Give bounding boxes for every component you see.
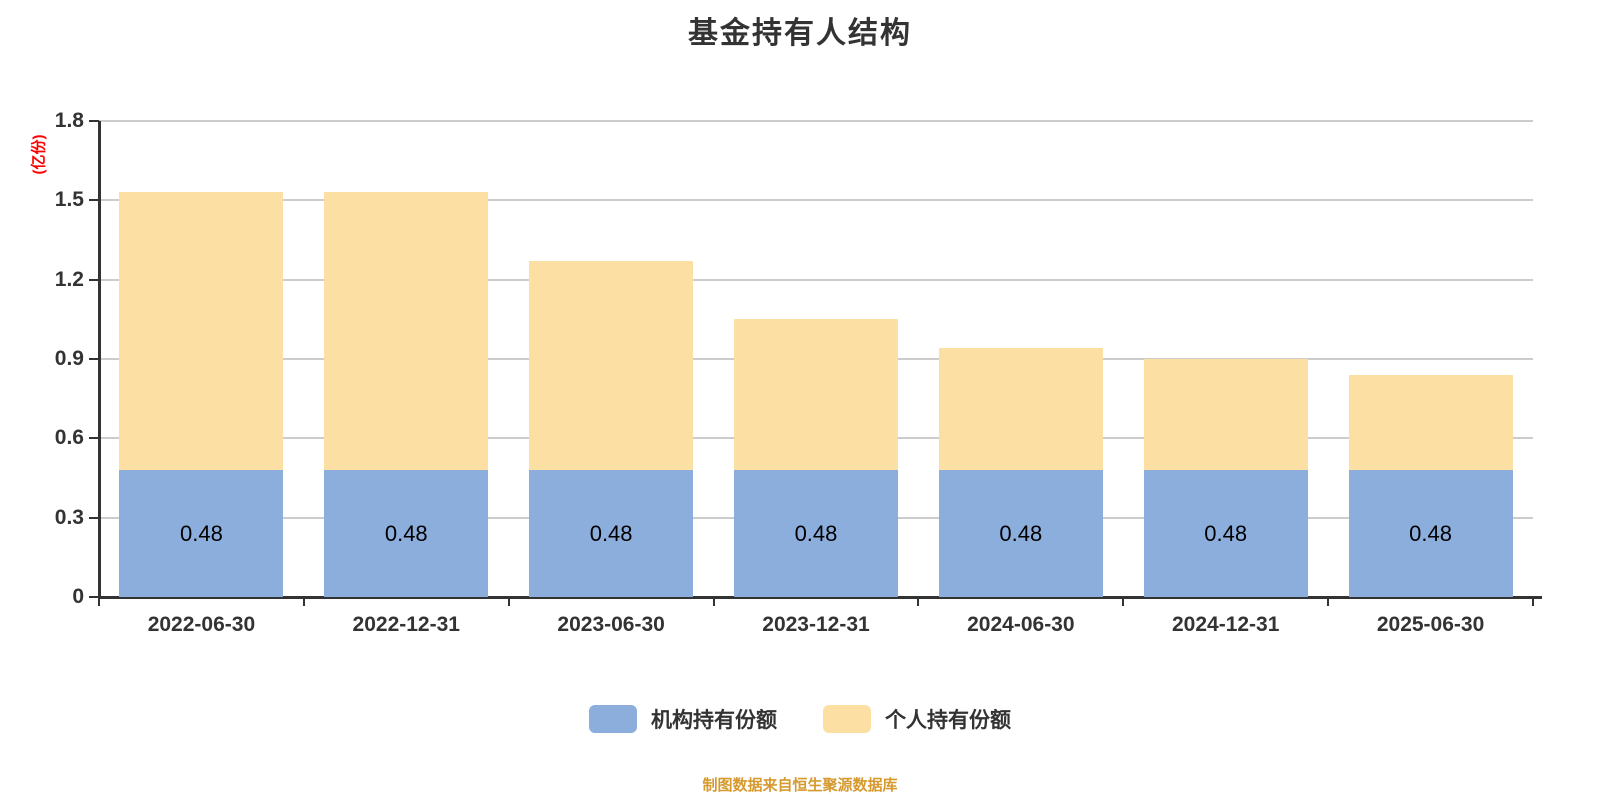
y-axis-tick-mark (89, 199, 99, 202)
y-axis-tick-label: 0.9 (54, 347, 84, 370)
bar-segment-individual (324, 192, 489, 471)
y-axis-tick-mark (89, 120, 99, 122)
y-axis-line (98, 121, 101, 597)
y-axis-tick-mark (89, 437, 99, 440)
y-axis-tick-label: 0.3 (54, 505, 84, 529)
x-axis-tick-mark (302, 597, 305, 606)
bar-segment-individual (734, 319, 898, 471)
x-axis-tick-mark (1327, 597, 1330, 606)
footer-source-note: 制图数据来自恒生聚源数据库 (702, 777, 898, 794)
y-axis-tick-mark (89, 278, 99, 281)
chart-title: 基金持有人结构 (688, 17, 912, 50)
y-axis-tick-label: 1.2 (54, 267, 84, 291)
bar-segment-institution (734, 470, 898, 597)
y-axis-tick-label: 0.6 (54, 426, 84, 450)
bar-value-label: 0.48 (180, 520, 223, 546)
x-category-label: 2025-06-30 (1376, 613, 1485, 636)
bar-value-label: 0.48 (1204, 520, 1248, 546)
y-axis-tick-mark (89, 516, 99, 519)
bar-segment-individual (1143, 359, 1308, 471)
bar-segment-institution (119, 470, 284, 597)
bar-segment-individual (1348, 374, 1513, 471)
y-axis-tick-label: 1.5 (54, 188, 84, 212)
gridline (99, 120, 1533, 122)
x-axis-tick-mark (917, 597, 920, 606)
x-axis-tick-mark (1532, 597, 1534, 606)
bar-segment-institution (938, 470, 1103, 597)
bar-value-label: 0.48 (1409, 520, 1452, 546)
bar-segment-individual (529, 261, 694, 471)
x-category-label: 2024-12-31 (1171, 613, 1280, 636)
x-axis-tick-mark (1122, 597, 1125, 606)
x-category-label: 2022-12-31 (352, 613, 460, 636)
bar-segment-institution (1143, 470, 1308, 597)
bar-value-label: 0.48 (999, 520, 1043, 546)
x-axis-tick-mark (507, 597, 510, 606)
y-axis-tick-label: 1.8 (54, 109, 84, 132)
y-axis-tick-mark (89, 596, 99, 598)
x-category-label: 2022-06-30 (147, 613, 256, 636)
bar-segment-individual (938, 348, 1103, 471)
y-axis-tick-label: 0 (72, 585, 84, 608)
bar-value-label: 0.48 (794, 520, 838, 546)
x-axis-tick-mark (98, 597, 100, 606)
bar-segment-institution (1348, 470, 1513, 597)
x-category-label: 2024-06-30 (967, 613, 1075, 636)
bar-value-label: 0.48 (384, 520, 428, 546)
gridline (99, 278, 1533, 281)
x-axis-line (98, 596, 1542, 599)
legend-label: 个人持有份额 (885, 709, 1011, 732)
bar-segment-institution (324, 470, 489, 597)
x-category-label: 2023-12-31 (762, 613, 870, 636)
x-category-label: 2023-06-30 (557, 613, 665, 636)
legend-item: 机构持有份额 (589, 704, 777, 734)
legend: 机构持有份额 个人持有份额 (0, 704, 1600, 734)
legend-swatch (823, 705, 871, 733)
y-axis-tick-mark (89, 358, 99, 360)
bar-segment-individual (119, 192, 284, 471)
legend-item: 个人持有份额 (823, 704, 1011, 734)
bar-segment-institution (529, 470, 694, 597)
legend-label: 机构持有份额 (651, 709, 777, 732)
legend-swatch (589, 705, 637, 733)
x-axis-tick-mark (712, 597, 715, 606)
gridline (99, 199, 1533, 202)
bar-value-label: 0.48 (589, 520, 633, 546)
plot-area: 0 0.3 0.6 0.9 1.2 1.5 1.8 0.48 2022-06-30 0.48 202… (55, 109, 1542, 636)
